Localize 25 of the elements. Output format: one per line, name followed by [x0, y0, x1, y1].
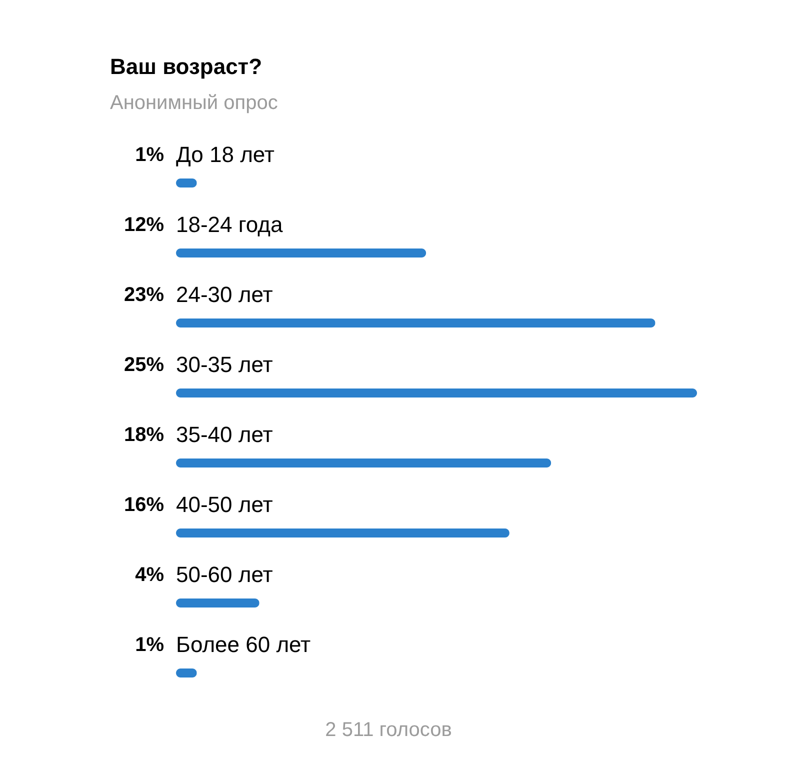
- data-label: 16%: [124, 494, 164, 516]
- y-tick-label: Более 60 лет: [176, 632, 311, 657]
- text: 2 511 голосов: [325, 719, 452, 741]
- bar: [176, 598, 260, 608]
- y-tick-label: 30-35 лет: [176, 352, 273, 377]
- y-tick-label: 18-24 года: [176, 212, 284, 237]
- y-tick-label: 35-40 лет: [176, 422, 273, 447]
- y-tick-label: 50-60 лет: [176, 562, 273, 587]
- chart-title: Ваш возраст?: [110, 54, 262, 79]
- data-label: 25%: [124, 354, 164, 376]
- data-label: 1%: [135, 634, 164, 656]
- bar: [176, 318, 656, 328]
- chart-subtitle: Анонимный опрос: [110, 92, 278, 114]
- data-label: 18%: [124, 424, 164, 446]
- y-tick-label: 24-30 лет: [176, 282, 273, 307]
- data-label: 23%: [124, 284, 164, 306]
- y-tick-label: 40-50 лет: [176, 492, 273, 517]
- data-label: 12%: [124, 214, 164, 236]
- bar: [176, 388, 697, 398]
- bar: [176, 528, 510, 538]
- bar: [176, 248, 426, 258]
- data-label: 1%: [135, 144, 164, 166]
- y-tick-label: До 18 лет: [176, 142, 274, 167]
- data-label: 4%: [135, 564, 164, 586]
- bar: [176, 458, 552, 468]
